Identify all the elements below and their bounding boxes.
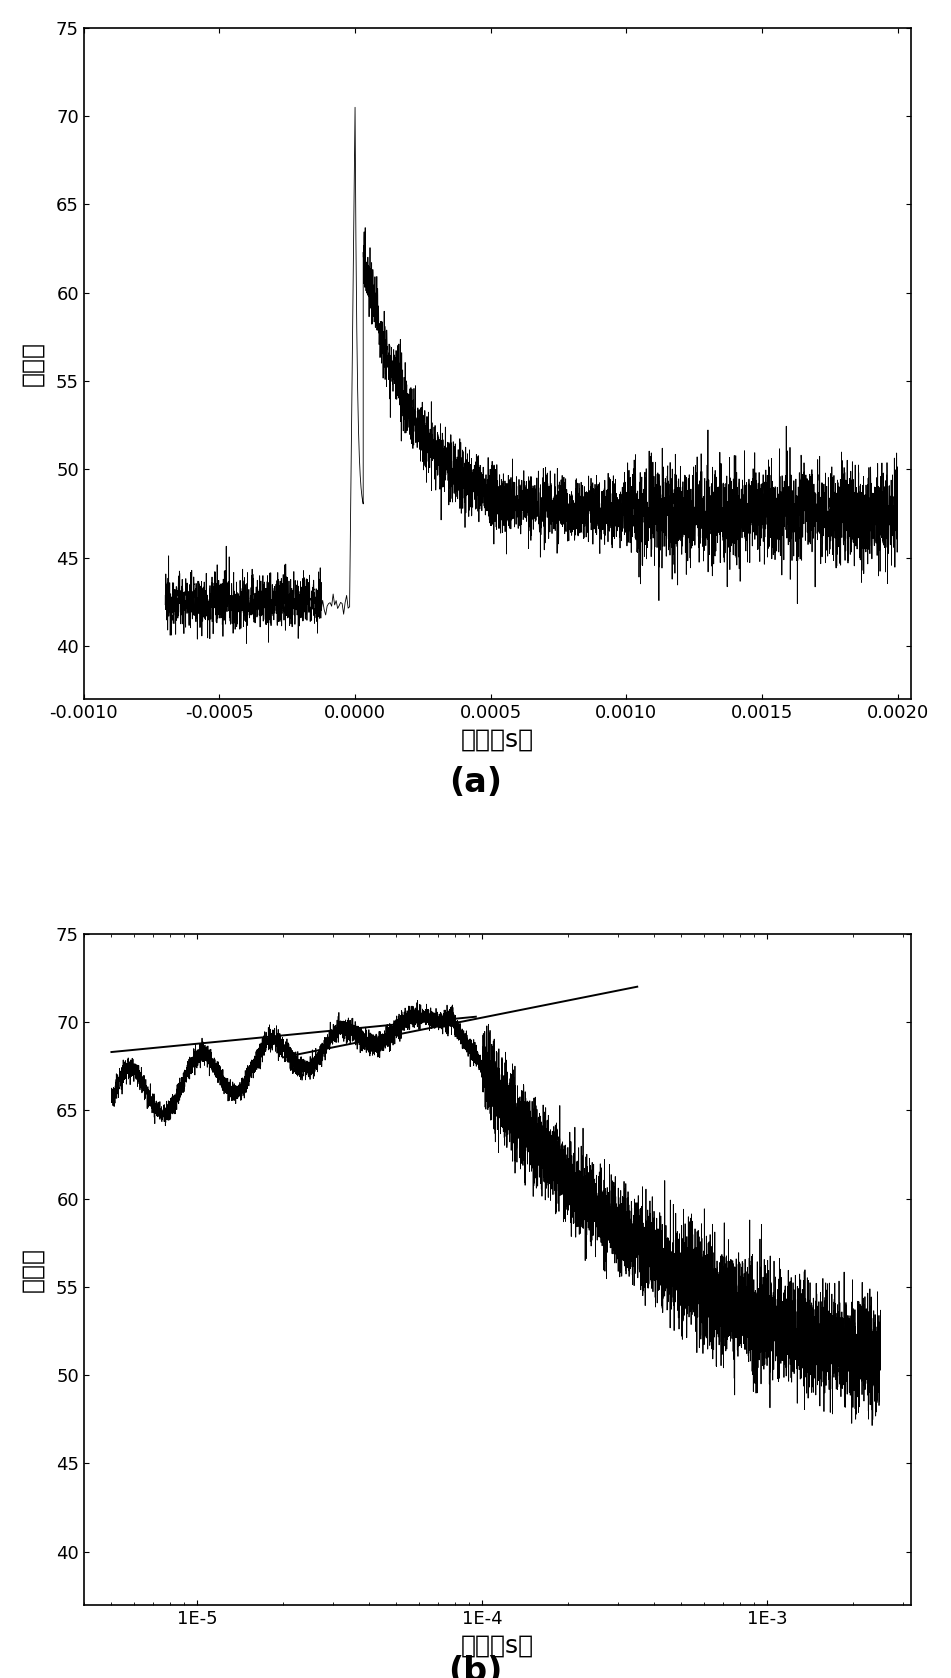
X-axis label: 时间（s）: 时间（s） [461, 1633, 534, 1658]
X-axis label: 时间（s）: 时间（s） [461, 727, 534, 752]
Text: (a): (a) [449, 765, 502, 799]
Y-axis label: 光电流: 光电流 [21, 1247, 45, 1292]
Y-axis label: 光电流: 光电流 [21, 341, 45, 386]
Text: (b): (b) [448, 1655, 503, 1678]
